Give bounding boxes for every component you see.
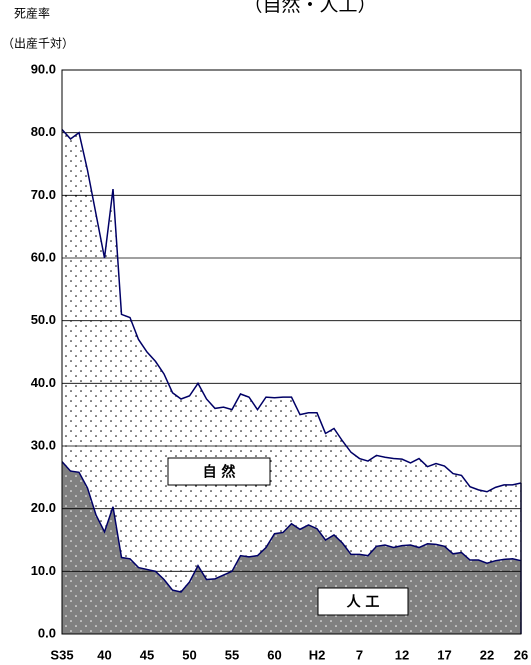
area-edge [61, 461, 522, 593]
x-tick-label: 17 [437, 647, 451, 662]
y-tick-label: 70.0 [31, 187, 56, 202]
y-tick-label: 20.0 [31, 500, 56, 515]
x-tick-label: 26 [514, 647, 528, 662]
x-tick-label: 45 [140, 647, 154, 662]
x-tick-label: 50 [182, 647, 196, 662]
plot-frame [61, 69, 522, 635]
y-tick-label: 30.0 [31, 437, 56, 452]
x-tick-label: S35 [50, 647, 73, 662]
x-tick-label: 12 [395, 647, 409, 662]
x-tick-label: 60 [267, 647, 281, 662]
y-tick-label: 0.0 [38, 625, 56, 640]
y-tick-label: 50.0 [31, 312, 56, 327]
y-tick-label: 60.0 [31, 249, 56, 264]
x-tick-label: 40 [97, 647, 111, 662]
x-tick-label: 7 [356, 647, 363, 662]
chart-title: （自然・人工） [243, 0, 376, 16]
y-tick-label: 10.0 [31, 563, 56, 578]
series-label: 自 然 [203, 464, 236, 481]
x-tick-label: 22 [480, 647, 494, 662]
series-label-box [317, 587, 409, 616]
x-tick-label: H2 [309, 647, 326, 662]
area-edge [61, 129, 522, 493]
y-tick-label: 90.0 [31, 61, 56, 76]
series-label-box [167, 457, 271, 486]
y-tick-label: 40.0 [31, 375, 56, 390]
y-axis-label: 死産率 [14, 6, 50, 21]
x-tick-label: 55 [225, 647, 239, 662]
y-axis-unit: （出産千対） [2, 36, 74, 51]
series-label: 人 工 [347, 594, 380, 611]
area [62, 129, 521, 593]
y-tick-label: 80.0 [31, 124, 56, 139]
